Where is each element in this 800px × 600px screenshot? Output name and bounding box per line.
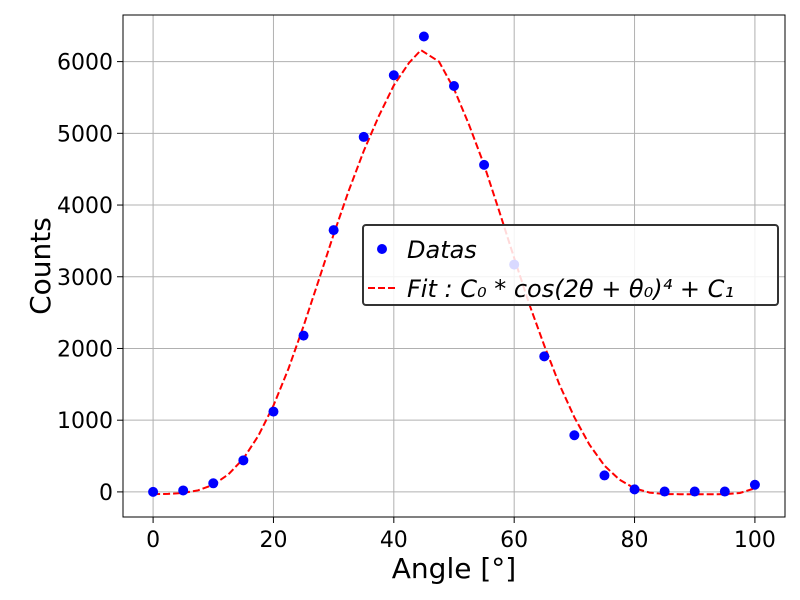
x-axis-ticks: 0 20 40 60 80 100: [146, 517, 776, 553]
data-point: [479, 159, 490, 170]
data-point: [238, 455, 249, 466]
data-point: [388, 70, 399, 81]
data-point: [358, 131, 369, 142]
x-tick-label: 40: [380, 528, 408, 553]
x-axis-label: Angle [°]: [392, 552, 516, 585]
data-point: [148, 486, 159, 497]
data-point: [298, 330, 309, 341]
x-tick-label: 20: [259, 528, 287, 553]
y-tick-label: 6000: [57, 51, 113, 76]
data-point: [719, 486, 730, 497]
data-point: [268, 406, 279, 417]
data-point: [749, 479, 760, 490]
x-tick-label: 100: [734, 528, 776, 553]
data-point: [539, 351, 550, 362]
y-tick-label: 0: [99, 481, 113, 506]
legend-box: [362, 224, 779, 306]
y-tick-label: 1000: [57, 409, 113, 434]
data-points: [148, 31, 760, 497]
y-tick-label: 2000: [57, 337, 113, 362]
y-tick-label: 3000: [57, 266, 113, 291]
y-axis-ticks: 0 1000 2000 3000 4000 5000 6000: [57, 51, 123, 506]
data-point: [569, 430, 580, 441]
data-point: [659, 486, 670, 497]
x-tick-label: 0: [146, 528, 160, 553]
legend-marker-datas: [377, 244, 387, 254]
x-tick-label: 80: [621, 528, 649, 553]
data-point: [689, 486, 700, 497]
legend-label-fit: Fit : C₀ * cos(2θ + θ₀)⁴ + C₁: [407, 275, 734, 303]
legend: Datas Fit : C₀ * cos(2θ + θ₀)⁴ + C₁: [362, 224, 779, 306]
data-point: [599, 470, 610, 481]
x-tick-label: 60: [500, 528, 528, 553]
data-point: [208, 478, 219, 489]
y-tick-label: 5000: [57, 122, 113, 147]
y-axis-label: Counts: [24, 217, 57, 315]
y-tick-label: 4000: [57, 194, 113, 219]
data-point: [328, 225, 339, 236]
data-point: [449, 80, 459, 91]
plot-frame: [122, 14, 786, 518]
data-point: [418, 31, 429, 42]
data-point: [178, 485, 189, 496]
data-point: [629, 484, 640, 495]
legend-label-datas: Datas: [407, 236, 477, 264]
